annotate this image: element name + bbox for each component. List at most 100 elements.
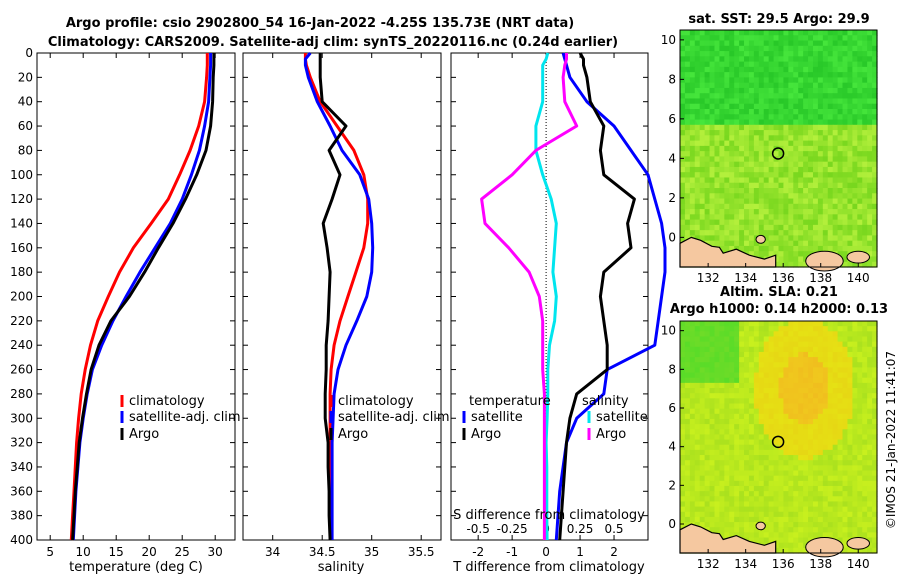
map-cell (783, 93, 789, 100)
map-cell (788, 475, 794, 482)
map-cell (699, 444, 706, 451)
map-cell (827, 40, 834, 47)
map-cell (847, 66, 853, 73)
map-cell (857, 130, 863, 136)
map-cell (714, 527, 720, 533)
map-cell (857, 35, 863, 42)
map-cell (783, 56, 789, 63)
map-cell (744, 455, 750, 461)
map-cell (832, 135, 839, 142)
map-cell (857, 351, 863, 358)
map-cell (748, 336, 755, 343)
map-cell (862, 532, 868, 539)
map-cell (847, 367, 853, 374)
map-cell (867, 491, 873, 497)
map-cell (862, 103, 868, 110)
map-cell (753, 532, 760, 539)
map-cell (680, 166, 686, 173)
difference-xlabel: T difference from climatology (452, 560, 645, 575)
map-cell (704, 209, 711, 215)
map-cell (773, 475, 780, 482)
map-cell (803, 496, 809, 503)
y-tick-label: 10 (661, 324, 676, 338)
map-cell (768, 214, 775, 221)
map-cell (822, 45, 829, 52)
map-cell (699, 193, 706, 200)
map-cell (694, 326, 701, 332)
map-cell (734, 56, 740, 63)
map-cell (808, 470, 814, 477)
map-cell (812, 224, 819, 231)
map-cell (680, 480, 686, 487)
map-cell (827, 501, 834, 508)
map-cell (778, 219, 785, 226)
map-cell (739, 124, 745, 131)
map-cell (832, 45, 839, 52)
map-cell (783, 470, 789, 477)
map-cell (783, 398, 789, 405)
map-cell (704, 35, 711, 42)
map-cell (739, 413, 745, 420)
map-cell (773, 66, 780, 73)
map-cell (837, 145, 844, 152)
map-cell (684, 326, 691, 332)
map-cell (857, 449, 863, 456)
map-cell (694, 203, 701, 210)
map-cell (862, 408, 868, 415)
map-cell (827, 357, 834, 363)
map-cell (734, 393, 740, 399)
map-cell (783, 480, 789, 487)
map-cell (734, 61, 740, 68)
y-tick-label: 60 (18, 119, 33, 133)
map-cell (788, 398, 794, 405)
map-cell (704, 455, 711, 461)
map-cell (808, 66, 814, 73)
map-cell (709, 135, 716, 142)
map-cell (817, 130, 824, 136)
map-cell (753, 501, 760, 508)
map-cell (808, 522, 814, 528)
map-cell (842, 439, 849, 446)
map-cell (842, 444, 849, 451)
map-cell (744, 166, 750, 173)
map-cell (773, 516, 780, 523)
map-cell (778, 182, 785, 189)
map-cell (719, 522, 725, 528)
map-cell (694, 66, 701, 73)
map-cell (704, 145, 711, 152)
map-cell (862, 98, 868, 105)
map-cell (739, 45, 745, 52)
map-cell (680, 98, 686, 105)
map-cell (744, 321, 750, 327)
map-cell (778, 511, 785, 518)
map-cell (689, 491, 696, 497)
map-cell (788, 40, 794, 47)
map-cell (680, 45, 686, 52)
map-cell (684, 465, 691, 472)
map-cell (788, 465, 794, 472)
map-cell (832, 93, 839, 100)
map-cell (734, 506, 740, 513)
map-cell (763, 424, 770, 430)
map-cell (694, 429, 701, 436)
map-cell (768, 403, 775, 410)
map-cell (734, 367, 740, 374)
map-cell (872, 182, 878, 189)
map-cell (758, 398, 765, 405)
map-cell (803, 103, 809, 110)
map-cell (817, 527, 824, 533)
map-cell (808, 135, 814, 142)
map-cell (812, 444, 819, 451)
map-cell (729, 470, 735, 477)
map-cell (852, 351, 858, 358)
map-cell (709, 367, 716, 374)
map-cell (709, 372, 716, 379)
map-cell (729, 230, 735, 236)
map-cell (837, 240, 844, 247)
map-cell (867, 193, 873, 200)
map-cell (719, 77, 725, 84)
map-cell (719, 429, 725, 436)
map-cell (867, 119, 873, 126)
map-cell (832, 172, 839, 179)
map-cell (680, 182, 686, 189)
